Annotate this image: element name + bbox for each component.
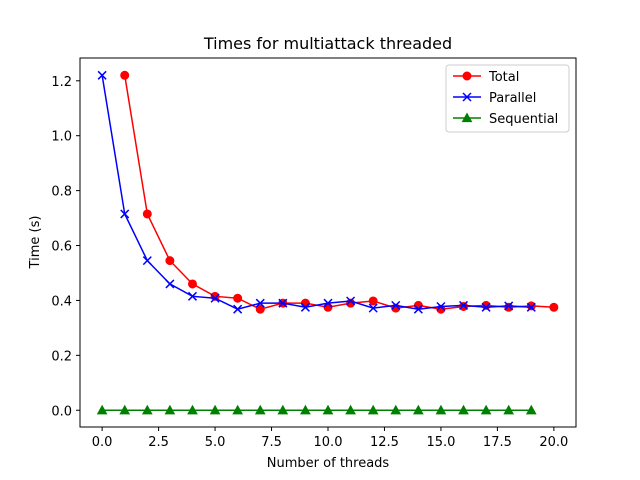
legend: Total Parallel Sequential: [445, 64, 570, 133]
data-point-sequential: [412, 404, 424, 415]
data-point-total: [459, 301, 469, 311]
legend-item-sequential: Sequential: [453, 112, 558, 127]
data-point-sequential: [345, 404, 356, 415]
data-point-sequential: [480, 404, 492, 415]
y-tick-label: 0.0: [51, 404, 72, 419]
data-point-sequential: [300, 404, 311, 415]
legend-label-total: Total: [488, 70, 519, 85]
data-point-sequential: [96, 404, 108, 415]
data-point-parallel: [210, 293, 220, 303]
series-layer: [96, 70, 559, 415]
data-point-sequential: [209, 404, 221, 415]
legend-label-sequential: Sequential: [489, 112, 558, 127]
x-tick-label: 20.0: [539, 435, 568, 450]
data-point-total: [368, 296, 378, 306]
x-tick-label: 10.0: [314, 435, 343, 450]
y-tick-label: 0.4: [51, 294, 72, 309]
x-tick-label: 7.5: [261, 435, 282, 450]
data-point-parallel: [323, 298, 333, 308]
data-point-parallel: [120, 209, 130, 219]
y-tick-label: 0.6: [51, 240, 72, 255]
data-point-total: [142, 209, 152, 219]
data-point-parallel: [458, 300, 469, 310]
data-point-parallel: [504, 301, 514, 311]
data-point-sequential: [367, 404, 379, 415]
legend-item-total: Total: [453, 70, 519, 85]
legend-marker-total: [462, 71, 472, 81]
data-point-parallel: [391, 300, 401, 310]
data-point-sequential: [141, 404, 153, 415]
data-point-sequential: [119, 404, 131, 415]
data-point-sequential: [254, 404, 266, 415]
data-point-sequential: [458, 404, 469, 415]
data-point-parallel: [436, 301, 446, 312]
data-point-sequential: [322, 404, 334, 415]
data-point-parallel: [142, 256, 152, 266]
data-point-sequential: [390, 404, 402, 415]
legend-label-parallel: Parallel: [489, 91, 536, 106]
x-tick-label: 2.5: [148, 435, 169, 450]
data-point-parallel: [165, 279, 175, 289]
y-tick-label: 0.8: [51, 185, 72, 200]
data-point-parallel: [300, 302, 310, 312]
series-line-parallel: [101, 75, 532, 311]
x-tick-label: 0.0: [92, 435, 113, 450]
data-point-total: [323, 302, 333, 312]
data-point-total: [300, 298, 310, 308]
legend-item-parallel: Parallel: [453, 91, 536, 106]
y-tick-label: 1.0: [51, 130, 72, 145]
data-point-parallel: [526, 302, 536, 312]
data-point-sequential: [187, 404, 198, 415]
x-axis: 0.0 2.5 5.0 7.5 10.0 12.5 15.0 17.5 20.0: [92, 427, 568, 450]
data-point-total: [233, 293, 243, 303]
data-point-parallel: [97, 70, 107, 80]
data-point-sequential: [232, 404, 244, 415]
data-point-parallel: [233, 304, 243, 314]
data-point-parallel: [346, 296, 356, 306]
data-point-total: [255, 304, 265, 314]
y-tick-label: 0.2: [51, 349, 72, 364]
x-tick-label: 5.0: [205, 435, 226, 450]
data-point-parallel: [278, 298, 288, 308]
x-tick-label: 15.0: [426, 435, 455, 450]
x-tick-label: 17.5: [483, 435, 512, 450]
series-parallel: [97, 70, 536, 314]
x-axis-label: Number of threads: [267, 456, 390, 471]
y-axis: 0.0 0.2 0.4 0.6 0.8 1.0 1.2: [51, 75, 80, 419]
data-point-total: [504, 302, 514, 312]
data-point-sequential: [503, 404, 515, 415]
y-axis-label: Time (s): [28, 216, 43, 270]
data-point-sequential: [435, 404, 447, 415]
data-point-parallel: [481, 302, 491, 312]
y-tick-label: 1.2: [51, 75, 72, 90]
legend-marker-sequential: [461, 112, 473, 123]
chart-title: Times for multiattack threaded: [203, 34, 452, 53]
legend-box: [445, 64, 570, 133]
data-point-parallel: [413, 304, 423, 314]
x-tick-label: 12.5: [370, 435, 399, 450]
data-point-parallel: [187, 291, 198, 301]
data-point-total: [549, 302, 559, 312]
data-point-parallel: [255, 298, 265, 308]
data-point-sequential: [525, 404, 537, 415]
data-point-sequential: [164, 404, 176, 415]
data-point-total: [120, 70, 130, 80]
legend-marker-parallel: [462, 92, 472, 102]
data-point-sequential: [277, 404, 289, 415]
data-point-total: [165, 256, 175, 266]
series-sequential: [96, 404, 537, 415]
data-point-total: [526, 301, 536, 311]
data-point-parallel: [368, 303, 378, 313]
data-point-total: [187, 279, 197, 289]
